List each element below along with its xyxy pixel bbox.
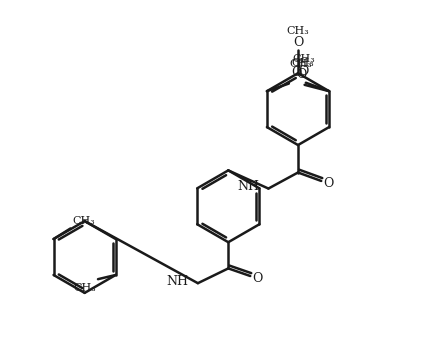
Text: CH₃: CH₃	[73, 283, 96, 293]
Text: O: O	[252, 272, 262, 285]
Text: NH: NH	[236, 180, 259, 193]
Text: CH₃: CH₃	[292, 54, 314, 64]
Text: CH₃: CH₃	[289, 59, 312, 69]
Text: O: O	[292, 36, 302, 49]
Text: O: O	[295, 68, 306, 81]
Text: O: O	[298, 65, 308, 78]
Text: O: O	[290, 66, 301, 79]
Text: NH: NH	[166, 275, 188, 288]
Text: CH₃: CH₃	[72, 216, 95, 226]
Text: CH₃: CH₃	[286, 26, 309, 36]
Text: O: O	[322, 177, 333, 189]
Text: CH₃: CH₃	[290, 58, 313, 68]
